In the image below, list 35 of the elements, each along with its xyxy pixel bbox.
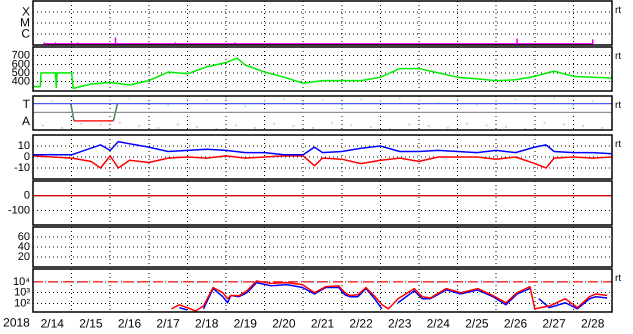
y-tick-label: -100 (8, 204, 30, 216)
text: rt (615, 138, 622, 150)
y-tick-label: 0 (24, 190, 30, 202)
x-tick-label: 2/16 (118, 316, 142, 331)
x-tick-label: 2/20 (272, 316, 296, 331)
x-tick-label: 2/23 (388, 316, 412, 331)
y-tick-label: 20 (18, 251, 30, 264)
x-tick-label: 2/26 (504, 316, 528, 331)
x-tick-label: 2/27 (542, 316, 566, 331)
y-tick-label: 10 (18, 140, 30, 152)
y-tick-label: 10² (14, 298, 30, 310)
text: rt (615, 50, 622, 62)
x-tick-label: 2/22 (349, 316, 374, 331)
x-tick-label: 2/19 (234, 316, 258, 331)
x-tick-label: 2/24 (426, 316, 450, 331)
text: A (22, 114, 30, 128)
text: rt (615, 272, 622, 284)
x-tick-label: 2/17 (156, 316, 180, 331)
x-tick-label: 2/28 (581, 316, 605, 331)
x-tick-label: 2/18 (195, 316, 219, 331)
y-tick-label: 10³ (14, 286, 30, 299)
x-tick-label: 2/15 (79, 316, 103, 331)
x-tick-label: 2/14 (40, 316, 64, 331)
x-axis-title: 2018 (3, 315, 30, 330)
y-tick-label: 40 (18, 241, 30, 254)
y-tick-label: 0 (24, 151, 30, 164)
y-tick-label: 60 (18, 231, 30, 244)
text: rt (615, 4, 622, 16)
x-tick-label: 2/21 (310, 316, 334, 331)
y-tick-label: -10 (14, 162, 30, 174)
text: T (22, 96, 31, 111)
y-tick-label: 10⁴ (13, 276, 30, 288)
y-tick-label: 400 (12, 76, 30, 88)
text: rt (615, 100, 622, 111)
x-tick-label: 2/25 (465, 316, 489, 331)
